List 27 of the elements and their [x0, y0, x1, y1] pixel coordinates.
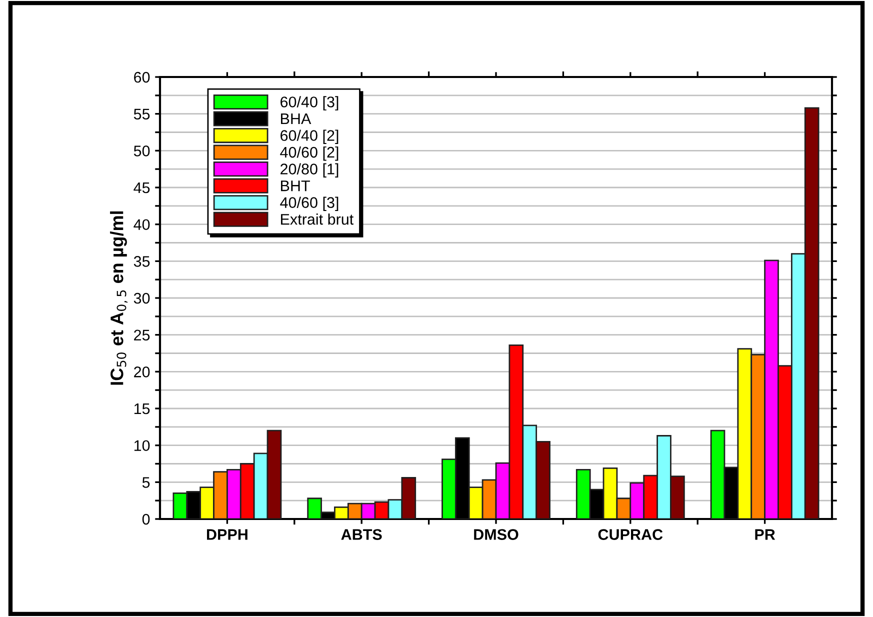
legend-label: 40/60 [2]: [280, 146, 338, 161]
y-axis-title: IC$_{50}$ et A$_{0,5}$ en µg/ml: [110, 211, 128, 385]
y-tick-label: 60: [134, 72, 150, 83]
x-tick-label: CUPRAC: [598, 529, 663, 540]
x-tick-label: DMSO: [474, 529, 518, 540]
y-tick-label: 25: [134, 330, 150, 341]
y-tick-label: 30: [134, 292, 150, 304]
x-tick-label: ABTS: [341, 529, 382, 540]
y-tick-label: 55: [134, 108, 150, 120]
legend-label: 20/80 [1]: [280, 163, 338, 178]
y-tick-label: 5: [142, 477, 150, 488]
legend-label: 60/40 [2]: [280, 130, 338, 144]
y-tick-label: 40: [134, 219, 150, 230]
legend-label: 40/60 [3]: [280, 196, 338, 212]
y-tick-label: 0: [142, 514, 150, 525]
x-tick-label: PR: [755, 529, 776, 540]
y-tick-label: 15: [134, 404, 150, 414]
legend-label: Extrait brut: [281, 214, 354, 225]
y-tick-label: 35: [134, 256, 150, 267]
legend-label: BHA: [281, 113, 312, 124]
y-tick-label: 45: [134, 182, 150, 194]
y-tick-label: 50: [134, 146, 150, 156]
legend-label: BHT: [281, 180, 310, 192]
y-tick-label: 20: [134, 366, 150, 378]
legend-label: 60/40 [3]: [280, 96, 338, 110]
y-tick-label: 10: [134, 440, 150, 452]
x-tick-label: DPPH: [207, 529, 248, 540]
